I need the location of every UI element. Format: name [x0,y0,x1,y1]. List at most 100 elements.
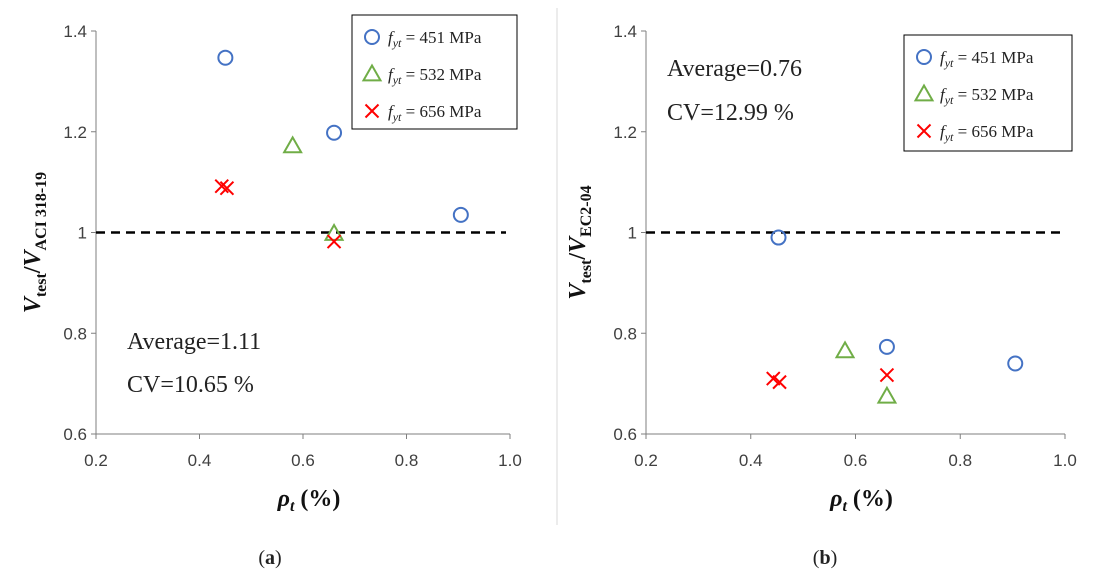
x-label-subscript: t [290,498,295,515]
y-tick-label: 1.2 [613,123,637,142]
data-point-triangle [834,340,856,359]
caption-letter: b [819,547,830,569]
legend-box [351,14,518,130]
x-tick-label: 0.4 [188,451,212,470]
cv-annotation: CV=10.65 % [127,372,254,398]
data-point-circle [878,338,895,355]
legend-label: fyt = 451 MPa [388,28,482,50]
y-label-symbol: V [565,282,591,300]
y-axis-label: Vtest/VACI 318-19 [20,172,50,313]
data-point-circle [217,49,234,66]
legend-marker-cross [916,123,932,139]
y-tick-label: 0.6 [613,425,637,444]
legend-label-symbol: f [388,102,395,121]
average-annotation: Average=0.76 [667,56,802,82]
y-tick-label: 1.2 [63,123,87,142]
y-tick-label: 1 [78,224,87,243]
y-tick-label: 0.8 [613,324,637,343]
legend-label-subscript: yt [944,130,954,144]
legend-label-symbol: f [388,28,395,47]
legend-box [903,34,1073,152]
y-axis-label: Vtest/VEC2-04 [565,185,595,299]
legend-label-value: = 532 MPa [953,85,1033,104]
panel-caption: (b) [813,547,837,569]
legend-label-subscript: yt [392,73,402,87]
x-tick-label: 0.4 [739,451,763,470]
cv-annotation: CV=12.99 % [667,100,794,126]
legend-label: fyt = 532 MPa [388,65,482,87]
legend-label-value: = 451 MPa [401,28,481,47]
legend-label: fyt = 656 MPa [940,122,1034,144]
legend-label: fyt = 451 MPa [940,48,1034,70]
y-label-subscript: test [578,259,595,284]
legend-label-value: = 656 MPa [401,102,481,121]
y-label-subscript: test [33,273,50,298]
legend-marker-triangle [361,63,383,82]
x-axis-label: ρt (%) [829,486,893,515]
y-tick-label: 0.8 [63,324,87,343]
caption-open: ( [258,547,265,569]
x-label-symbol: ρ [277,486,290,512]
y-tick-label: 1.4 [63,22,87,41]
legend-label-symbol: f [388,65,395,84]
legend-marker-triangle [913,83,935,102]
data-point-cross [879,367,895,383]
y-label-separator: / [20,266,46,274]
y-label-symbol-2: V [20,249,46,267]
y-label-subscript-2: EC2-04 [578,185,595,237]
x-tick-label: 1.0 [1053,451,1077,470]
x-tick-label: 0.2 [84,451,108,470]
x-tick-label: 0.2 [634,451,658,470]
legend-label-symbol: f [940,48,947,67]
legend-label-value: = 451 MPa [953,48,1033,67]
x-label-subscript: t [842,498,847,515]
data-point-circle [1007,355,1024,372]
y-tick-label: 0.6 [63,425,87,444]
legend-label-symbol: f [940,85,947,104]
x-tick-label: 0.8 [395,451,419,470]
x-axis-label: ρt (%) [277,486,341,515]
legend-marker-circle [916,49,932,65]
data-point-triangle [282,135,303,154]
data-point-circle [452,206,469,223]
legend-label-value: = 532 MPa [401,65,481,84]
legend-label: fyt = 532 MPa [940,85,1034,107]
x-label-symbol: ρ [829,486,842,512]
y-tick-label: 1.4 [613,22,637,41]
data-point-circle [770,229,787,246]
y-label-subscript-2: ACI 318-19 [33,172,50,251]
chart-panel-a: 0.6 0.8 1 1.2 1.4 0.2 0.4 0.6 0.8 1.0 ρt (%) Vtest/… [20,14,522,569]
legend-label-value: = 656 MPa [953,122,1033,141]
data-point-cross [772,374,787,390]
x-tick-label: 0.8 [948,451,972,470]
x-label-unit: (%) [847,486,893,512]
legend-label-subscript: yt [944,56,954,70]
legend-label-subscript: yt [944,93,954,107]
data-point-triangle [876,385,898,404]
legend-marker-cross [364,103,380,119]
x-tick-label: 0.6 [291,451,315,470]
caption-open: ( [813,547,820,569]
legend-label-symbol: f [940,122,947,141]
x-tick-label: 0.6 [844,451,868,470]
y-label-symbol-2: V [565,235,591,253]
chart-panel-b: 0.6 0.8 1 1.2 1.4 0.2 0.4 0.6 0.8 1.0 ρt (%) Vtest/… [565,22,1077,569]
average-annotation: Average=1.11 [127,329,261,355]
data-point-circle [326,124,343,141]
x-label-unit: (%) [294,486,340,512]
caption-close: ) [275,547,282,569]
data-point-cross [326,234,342,249]
caption-letter: a [265,547,275,569]
y-label-separator: / [565,253,591,261]
data-point-cross [219,180,235,196]
legend-marker-circle [364,29,380,45]
caption-close: ) [831,547,838,569]
data-point-triangle [323,222,345,241]
legend-label: fyt = 656 MPa [388,102,482,124]
legend-label-subscript: yt [392,36,402,50]
y-label-symbol: V [20,295,46,313]
legend-label-subscript: yt [392,110,402,124]
